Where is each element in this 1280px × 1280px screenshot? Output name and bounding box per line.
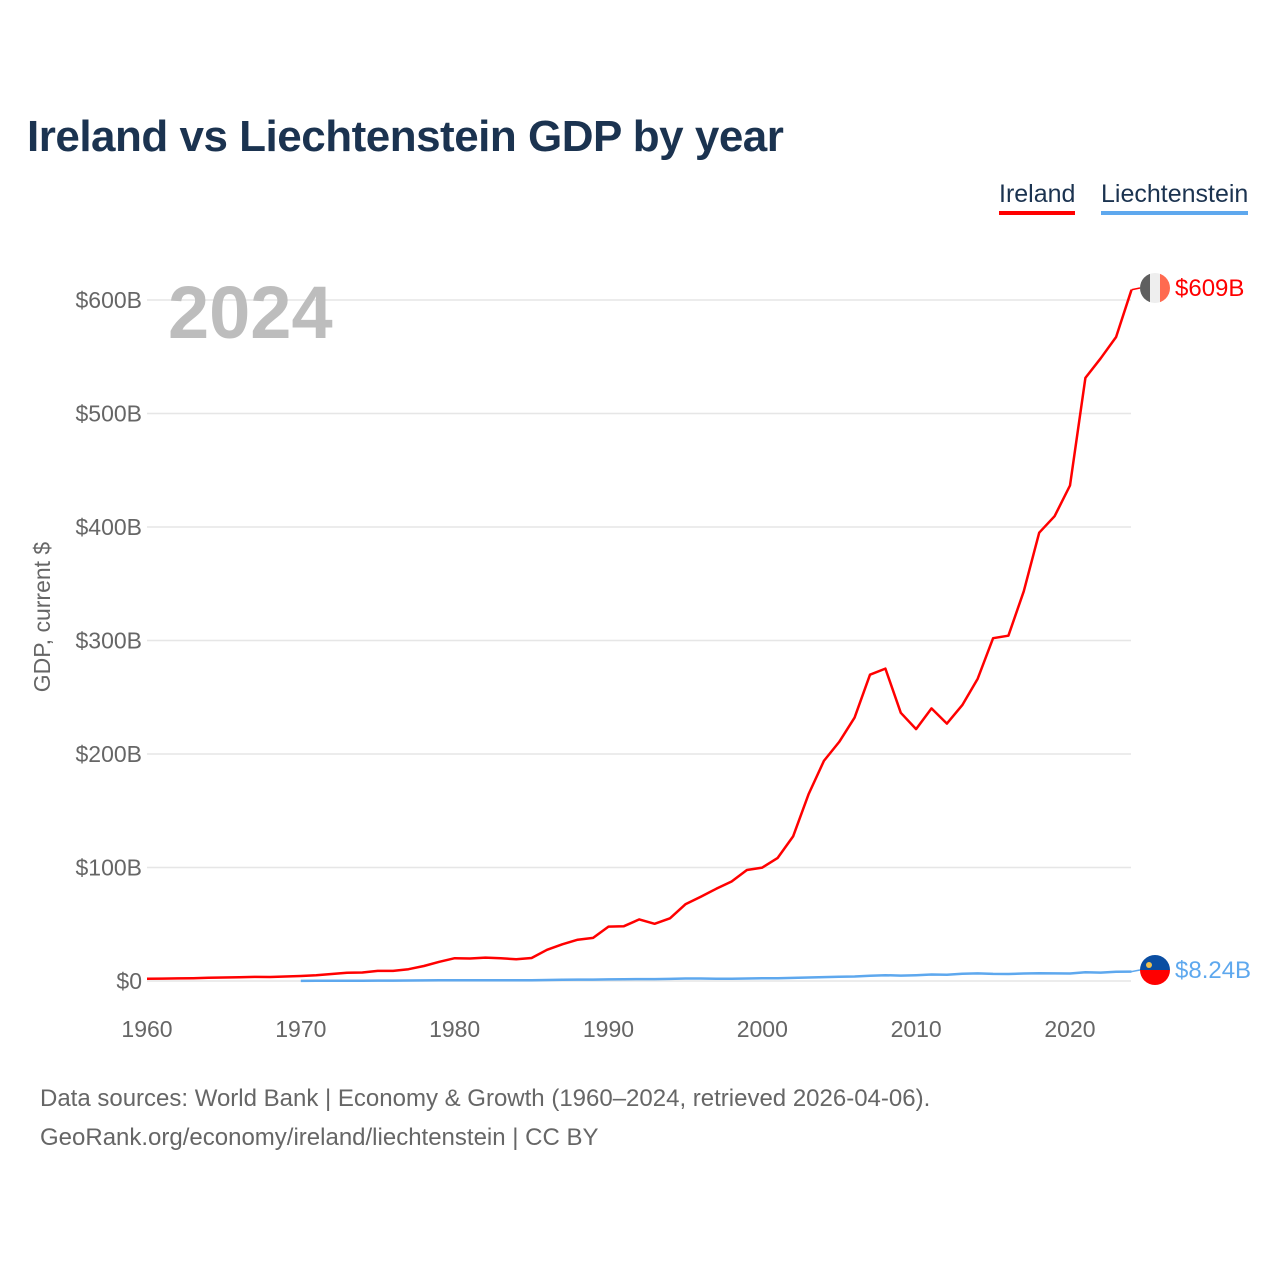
y-tick-label: $600B [75,287,142,313]
legend-liechtenstein[interactable]: Liechtenstein [1101,180,1249,215]
legend-ireland[interactable]: Ireland [999,180,1076,215]
x-tick-label: 2010 [891,1016,942,1042]
ireland-end-value: $609B [1175,275,1244,302]
data-source-note: Data sources: World Bank | Economy & Gro… [40,1085,931,1112]
ireland-series-line [146,289,1133,981]
liechtenstein-series-line [300,970,1132,983]
end-connector [1131,287,1141,291]
x-tick-label: 1990 [583,1016,634,1042]
chart-title: Ireland vs Liechtenstein GDP by year [27,112,784,161]
x-tick-label: 1960 [121,1016,172,1042]
end-connector [1131,969,1141,973]
y-tick-label: $0 [116,968,142,994]
y-tick-label: $200B [75,741,142,767]
liechtenstein-flag-icon [1140,955,1170,985]
y-tick-label: $500B [75,401,142,427]
liechtenstein-end-value: $8.24B [1175,957,1251,984]
x-tick-label: 1970 [275,1016,326,1042]
current-year-label: 2024 [168,271,333,354]
x-tick-label: 2000 [737,1016,788,1042]
y-tick-label: $400B [75,514,142,540]
source-link[interactable]: GeoRank.org/economy/ireland/liechtenstei… [40,1124,599,1151]
y-axis-label: GDP, current $ [29,542,55,693]
x-tick-label: 2020 [1044,1016,1095,1042]
y-tick-label: $100B [75,855,142,881]
y-tick-label: $300B [75,628,142,654]
ireland-flag-icon [1140,273,1170,303]
x-tick-label: 1980 [429,1016,480,1042]
